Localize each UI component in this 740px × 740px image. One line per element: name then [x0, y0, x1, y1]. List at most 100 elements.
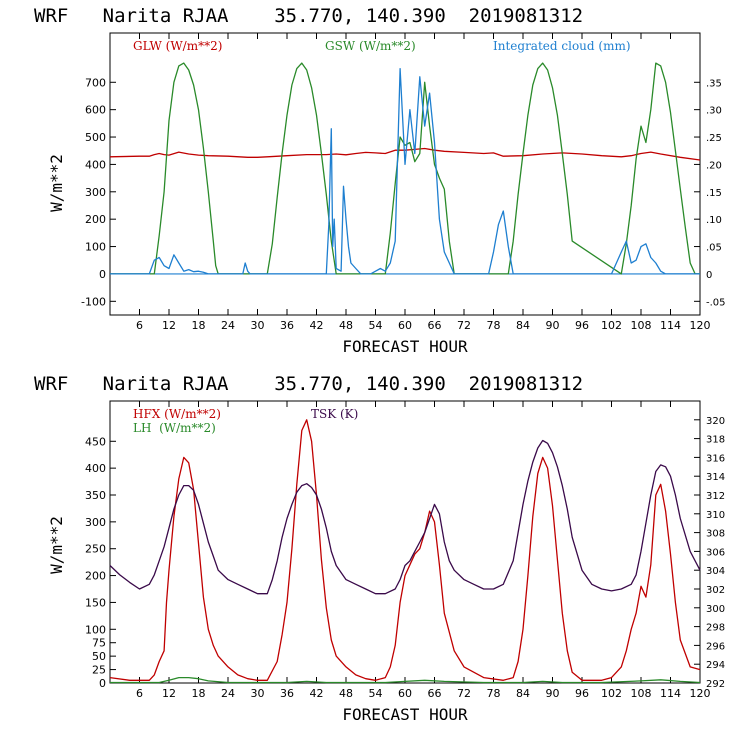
x-tick-label: 90 — [546, 319, 560, 332]
legend-hfx: HFX (W/m**2) — [133, 407, 221, 421]
x-tick-label: 66 — [428, 319, 442, 332]
x-tick-label: 96 — [575, 319, 589, 332]
x-tick-label: 30 — [251, 687, 265, 700]
y2-tick-label: 296 — [706, 641, 725, 652]
x-tick-label: 30 — [251, 319, 265, 332]
y-tick-label: 200 — [85, 213, 106, 226]
x-tick-label: 18 — [192, 319, 206, 332]
series-line-integrated — [110, 67, 700, 275]
y2-tick-label: 306 — [706, 547, 725, 558]
y2-tick-label: 292 — [706, 679, 725, 690]
y-tick-label: 300 — [85, 516, 106, 529]
x-tick-label: 54 — [369, 319, 383, 332]
series-line-hfx — [109, 419, 701, 681]
chart1-x-axis-label: FORECAST HOUR — [342, 337, 468, 356]
x-tick-label: 84 — [516, 687, 530, 700]
y2-tick-label: 318 — [706, 435, 725, 446]
x-tick-label: 48 — [339, 687, 353, 700]
x-tick-label: 42 — [310, 319, 324, 332]
chart2-y2-ticks: 292 294 296 298 300 302 304 306 308 310 312 314 316 3… — [694, 416, 725, 690]
x-tick-label: 24 — [221, 319, 235, 332]
y2-tick-label: 316 — [706, 453, 725, 464]
x-tick-label: 36 — [280, 319, 294, 332]
y-tick-label: 0 — [99, 677, 106, 690]
x-tick-label: 114 — [660, 687, 681, 700]
x-tick-label: 78 — [487, 319, 501, 332]
y-tick-label: 150 — [85, 596, 106, 609]
x-tick-label: 102 — [601, 319, 622, 332]
legend-gsw: GSW (W/m**2) — [325, 39, 416, 53]
y2-tick-label: 314 — [706, 472, 725, 483]
x-tick-label: 108 — [631, 687, 652, 700]
x-tick-label: 60 — [398, 687, 412, 700]
y2-tick-label: .25 — [706, 133, 722, 144]
series-line-tsk — [109, 439, 701, 595]
y-tick-label: 400 — [85, 158, 106, 171]
radiation-cloud-chart: WRF Narita RJAA 35.770, 140.390 20190813… — [34, 5, 726, 356]
series-line-lh — [110, 676, 701, 684]
y2-tick-label: 304 — [706, 566, 725, 577]
chart2-x-axis-label: FORECAST HOUR — [342, 705, 468, 724]
y2-tick-label: 308 — [706, 529, 725, 540]
y2-tick-label: 294 — [706, 660, 725, 671]
chart2-y-axis-label: W/m**2 — [47, 516, 66, 574]
y2-tick-label: .10 — [706, 215, 722, 226]
x-tick-label: 102 — [601, 687, 622, 700]
x-tick-label: 120 — [690, 687, 711, 700]
y2-tick-label: -.05 — [706, 297, 726, 308]
y-tick-label: 200 — [85, 570, 106, 583]
y2-tick-label: 320 — [706, 416, 725, 427]
chart1-title: WRF Narita RJAA 35.770, 140.390 20190813… — [34, 5, 583, 27]
series-line-glw — [109, 147, 701, 161]
x-tick-label: 72 — [457, 319, 471, 332]
y-tick-label: 350 — [85, 489, 106, 502]
x-tick-label: 54 — [369, 687, 383, 700]
x-tick-label: 6 — [136, 687, 143, 700]
y-tick-label: 450 — [85, 435, 106, 448]
x-tick-label: 120 — [690, 319, 711, 332]
y2-tick-label: .20 — [706, 160, 722, 171]
x-tick-label: 78 — [487, 687, 501, 700]
x-tick-label: 24 — [221, 687, 235, 700]
y2-tick-label: .15 — [706, 188, 722, 199]
legend-glw: GLW (W/m**2) — [133, 39, 222, 53]
x-tick-label: 90 — [546, 687, 560, 700]
x-tick-label: 42 — [310, 687, 324, 700]
series-line-gsw — [110, 62, 700, 275]
y-tick-label: 0 — [99, 268, 106, 281]
x-tick-label: 18 — [192, 687, 206, 700]
y-tick-label: 300 — [85, 186, 106, 199]
y-tick-label: 100 — [85, 623, 106, 636]
x-tick-label: 12 — [162, 319, 176, 332]
y-tick-label: 500 — [85, 131, 106, 144]
chart2-x-ticks: 6 12 18 24 30 36 42 48 54 60 66 72 78 84 90 96 102 108 114… — [136, 401, 711, 700]
y-tick-label: 25 — [92, 664, 106, 677]
x-tick-label: 84 — [516, 319, 530, 332]
legend-lh: LH (W/m**2) — [133, 421, 216, 435]
x-tick-label: 6 — [136, 319, 143, 332]
x-tick-label: 108 — [631, 319, 652, 332]
y2-tick-label: 298 — [706, 623, 725, 634]
y2-tick-label: 300 — [706, 604, 725, 615]
y2-tick-label: 0 — [706, 270, 712, 281]
chart1-y-ticks: -100 0 100 200 300 400 500 600 700 — [81, 76, 116, 308]
legend-integrated-cloud: Integrated cloud (mm) — [493, 39, 631, 53]
y2-tick-label: 310 — [706, 510, 725, 521]
y2-tick-label: .30 — [706, 106, 722, 117]
chart2-title: WRF Narita RJAA 35.770, 140.390 20190813… — [34, 373, 583, 395]
x-tick-label: 36 — [280, 687, 294, 700]
chart1-x-ticks: 6 12 18 24 30 36 42 48 54 60 66 72 78 84 90 96 102 108 114… — [136, 33, 711, 332]
y-tick-label: -100 — [81, 295, 106, 308]
y2-tick-label: .05 — [706, 243, 722, 254]
x-tick-label: 60 — [398, 319, 412, 332]
y-tick-label: 400 — [85, 462, 106, 475]
x-tick-label: 12 — [162, 687, 176, 700]
x-tick-label: 66 — [428, 687, 442, 700]
y-tick-label: 50 — [92, 650, 106, 663]
chart1-y2-ticks: -.05 0 .05 .10 .15 .20 .25 .30 .35 — [694, 78, 726, 308]
chart1-y-axis-label: W/m**2 — [47, 154, 66, 212]
y-tick-label: 600 — [85, 104, 106, 117]
y2-tick-label: 312 — [706, 491, 725, 502]
y2-tick-label: 302 — [706, 585, 725, 596]
